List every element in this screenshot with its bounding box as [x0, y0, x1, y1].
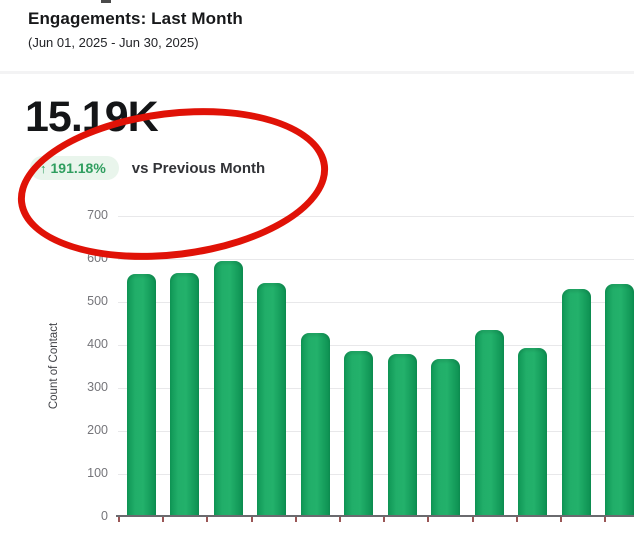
widget-date-range: (Jun 01, 2025 - Jun 30, 2025)	[28, 35, 199, 50]
bar-10[interactable]	[518, 347, 547, 517]
delta-badge: ↑ 191.18%	[30, 156, 119, 180]
y-tick-label-700: 700	[87, 208, 108, 222]
gridline-200	[118, 431, 634, 432]
bar-2[interactable]	[170, 272, 199, 517]
bar-4[interactable]	[257, 282, 286, 517]
gridline-300	[118, 388, 634, 389]
x-tick-9	[471, 517, 474, 522]
gridline-500	[118, 302, 634, 303]
x-tick-5	[294, 517, 297, 522]
bar-1[interactable]	[126, 274, 156, 517]
y-axis-title: Count of Contact	[48, 322, 60, 410]
metric-delta-row: ↑ 191.18% vs Previous Month	[30, 156, 265, 180]
gridline-100	[118, 474, 634, 475]
delta-percentage: 191.18%	[50, 160, 106, 176]
cropped-ui-artifact	[101, 0, 111, 3]
x-tick-8	[427, 517, 430, 522]
x-tick-2	[162, 517, 165, 522]
y-tick-label-400: 400	[87, 337, 108, 351]
y-tick-label-500: 500	[87, 294, 108, 308]
bar-9[interactable]	[474, 329, 504, 517]
header-divider	[0, 71, 634, 74]
gridline-600	[118, 259, 634, 260]
x-tick-12	[604, 517, 607, 522]
up-arrow-icon: ↑	[40, 160, 47, 176]
x-axis-line	[116, 515, 634, 517]
x-tick-1	[118, 517, 120, 522]
bar-5[interactable]	[300, 333, 330, 517]
y-tick-label-200: 200	[87, 423, 108, 437]
widget-title: Engagements: Last Month	[28, 9, 243, 28]
x-tick-11	[560, 517, 562, 522]
bar-7[interactable]	[387, 354, 417, 517]
bar-11[interactable]	[561, 288, 591, 517]
x-tick-10	[515, 517, 518, 522]
y-tick-label-0: 0	[101, 509, 108, 523]
x-tick-6	[339, 517, 341, 522]
bar-6[interactable]	[344, 351, 373, 517]
x-tick-7	[383, 517, 386, 522]
y-tick-label-600: 600	[87, 251, 108, 265]
bar-12[interactable]	[605, 283, 634, 517]
gridline-700	[118, 216, 634, 217]
comparison-label: vs Previous Month	[131, 159, 266, 177]
bar-8[interactable]	[431, 358, 460, 517]
x-tick-3	[206, 517, 209, 522]
metric-total-value: 15.19K	[25, 93, 159, 141]
x-tick-4	[250, 517, 253, 522]
bar-3[interactable]	[213, 261, 243, 517]
gridline-400	[118, 345, 634, 346]
y-tick-label-100: 100	[87, 466, 108, 480]
y-tick-label-300: 300	[87, 380, 108, 394]
